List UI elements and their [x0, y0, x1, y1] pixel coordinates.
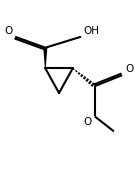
Text: OH: OH — [84, 26, 100, 36]
Polygon shape — [72, 68, 75, 70]
Text: O: O — [83, 117, 91, 127]
Polygon shape — [80, 74, 83, 77]
Polygon shape — [91, 82, 95, 87]
Polygon shape — [85, 78, 89, 82]
Text: O: O — [4, 26, 12, 36]
Polygon shape — [88, 80, 92, 84]
Polygon shape — [83, 76, 86, 80]
Polygon shape — [78, 72, 80, 75]
Polygon shape — [43, 48, 47, 68]
Text: O: O — [126, 65, 134, 74]
Polygon shape — [75, 70, 78, 72]
